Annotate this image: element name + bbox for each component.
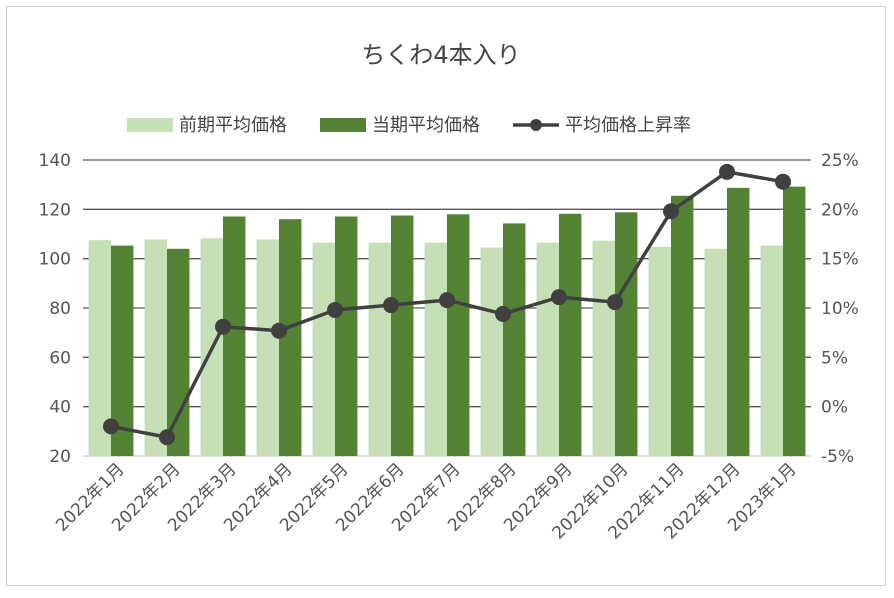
prev-price-bar <box>88 240 111 456</box>
y-right-tick-label: 0% <box>821 398 848 418</box>
rate-point <box>719 163 735 180</box>
y-right-tick-label: 25% <box>821 151 859 171</box>
curr-price-bar <box>335 216 358 456</box>
y-left-tick-label: 120 <box>39 200 71 220</box>
rate-point <box>775 173 791 190</box>
rate-point <box>103 418 119 435</box>
rate-point <box>607 294 623 311</box>
prev-price-bar <box>760 245 783 456</box>
y-left-tick-label: 20 <box>49 447 71 467</box>
curr-price-bar <box>503 223 526 456</box>
rate-point <box>215 318 231 335</box>
curr-price-bar <box>783 186 806 456</box>
legend-swatch <box>127 118 173 132</box>
curr-price-bar <box>111 245 134 456</box>
y-right-tick-label: 10% <box>821 299 859 319</box>
rate-point <box>159 429 175 446</box>
rate-point <box>439 292 455 309</box>
prev-price-bar <box>648 246 671 456</box>
y-left-tick-label: 100 <box>39 250 71 270</box>
curr-price-bar <box>279 219 302 456</box>
legend-label: 前期平均価格 <box>179 115 287 136</box>
y-right-tick-label: 15% <box>821 250 859 270</box>
legend: 前期平均価格 当期平均価格 平均価格上昇率 <box>127 115 691 136</box>
curr-price-bar <box>223 216 246 456</box>
curr-price-bar <box>727 187 750 456</box>
rate-point <box>327 301 343 318</box>
y-left-tick-label: 60 <box>49 348 71 368</box>
prev-price-bar <box>256 239 279 456</box>
curr-price-bar <box>559 213 582 456</box>
chart-svg: ちくわ4本入り 前期平均価格 当期平均価格 平均価格上昇率 20 40 60 80 100 1… <box>39 41 859 543</box>
prev-price-bar <box>704 248 727 456</box>
curr-price-bar <box>615 212 638 456</box>
y-right-tick-label: 5% <box>821 348 848 368</box>
rate-line <box>103 163 791 446</box>
prev-price-bar <box>592 240 615 456</box>
legend-marker <box>530 119 542 131</box>
rate-point <box>383 297 399 314</box>
curr-price-bar <box>671 195 694 456</box>
rate-point <box>663 203 679 220</box>
prev-price-bar <box>424 242 447 456</box>
curr-price-bar <box>391 215 414 456</box>
legend-label: 当期平均価格 <box>372 115 480 136</box>
legend-label: 平均価格上昇率 <box>565 115 691 136</box>
rate-point <box>495 305 511 322</box>
y-left-tick-label: 40 <box>49 398 71 418</box>
legend-swatch <box>320 118 366 132</box>
prev-price-bar <box>144 239 167 456</box>
y-right-tick-label: -5% <box>821 447 854 467</box>
chart-frame: ちくわ4本入り 前期平均価格 当期平均価格 平均価格上昇率 20 40 60 80 100 1… <box>6 6 886 586</box>
chart-title: ちくわ4本入り <box>361 41 520 69</box>
prev-price-bar <box>536 242 559 456</box>
y-left-tick-label: 140 <box>39 151 71 171</box>
prev-price-bar <box>480 247 503 456</box>
curr-price-bar <box>167 248 190 456</box>
prev-price-bar <box>368 242 391 456</box>
y-right-tick-label: 20% <box>821 200 859 220</box>
curr-price-bar <box>447 214 470 456</box>
prev-price-bar <box>312 242 335 456</box>
rate-point <box>551 289 567 306</box>
y-left-tick-label: 80 <box>49 299 71 319</box>
rate-point <box>271 322 287 339</box>
bars <box>88 186 806 456</box>
